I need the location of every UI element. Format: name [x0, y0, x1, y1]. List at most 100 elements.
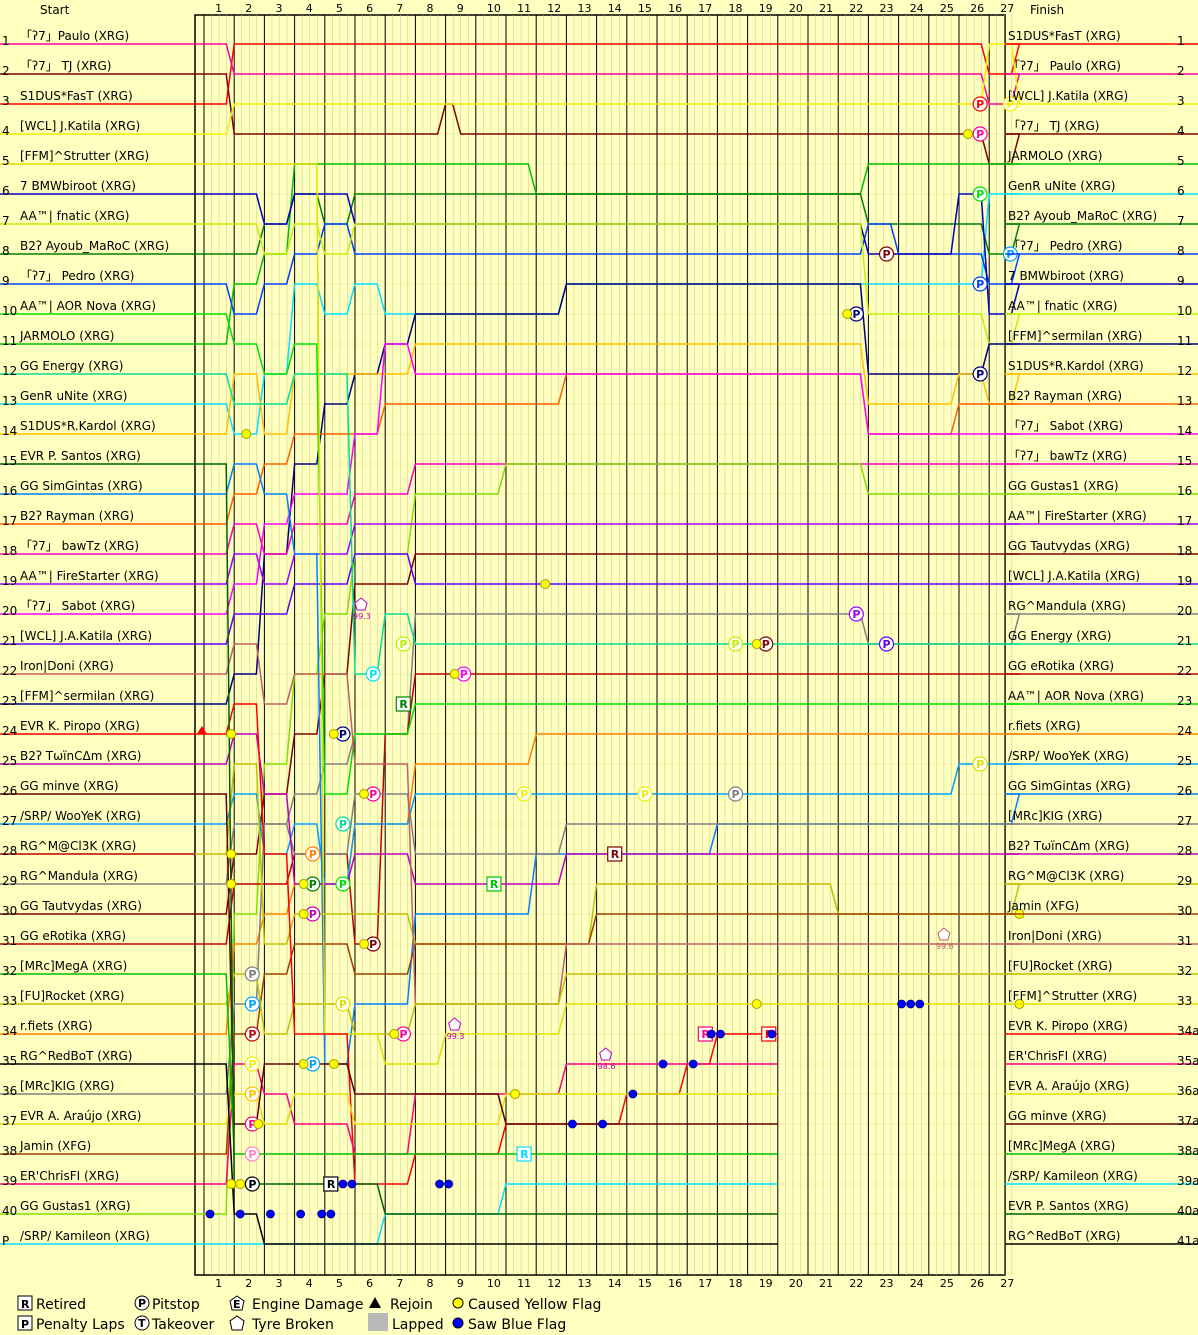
lap-label-top: 23 [880, 2, 894, 15]
yellow-flag-dot [510, 1089, 521, 1099]
yellow-flag-dot [359, 789, 370, 799]
start-position: 37 [2, 1114, 17, 1128]
driver-trace [195, 223, 1021, 315]
start-driver-name: ER'ChrisFI (XRG) [20, 1169, 119, 1183]
lap-label-bottom: 12 [547, 1277, 561, 1290]
start-driver-name: GG minve (XRG) [20, 779, 119, 793]
legend-engine-damage: E Engine Damage [229, 1295, 364, 1313]
start-position: 1 [2, 34, 10, 48]
start-position: 19 [2, 574, 17, 588]
pitstop-letter: P [248, 968, 256, 981]
finish-position: 11 [1177, 334, 1192, 348]
legend-yellow-flag: Caused Yellow Flag [452, 1297, 601, 1313]
blue-flag-dot [235, 1209, 245, 1219]
start-position: 2 [2, 64, 10, 78]
finish-position: 23 [1177, 694, 1192, 708]
svg-text:E: E [233, 1298, 241, 1311]
finish-position: 16 [1177, 484, 1192, 498]
pitstop-letter: P [309, 1058, 317, 1071]
retired-letter: R [490, 878, 499, 891]
svg-text:Caused Yellow Flag: Caused Yellow Flag [468, 1297, 601, 1313]
lap-label-bottom: 25 [940, 1277, 954, 1290]
finish-driver-name: AA™| FireStarter (XRG) [1008, 509, 1147, 523]
pitstop-letter: P [248, 1028, 256, 1041]
yellow-flag-dot [449, 669, 460, 679]
svg-text:Engine Damage: Engine Damage [252, 1297, 364, 1313]
svg-text:P: P [21, 1318, 29, 1331]
finish-position: 3 [1177, 94, 1185, 108]
pitstop-letter: P [460, 668, 468, 681]
lap-label-bottom: 24 [910, 1277, 924, 1290]
finish-driver-name: RG^M@Cl3K (XRG) [1008, 869, 1124, 883]
svg-text:Pitstop: Pitstop [152, 1297, 200, 1313]
finish-position: 37a [1177, 1114, 1198, 1128]
driver-trace [195, 1063, 778, 1185]
svg-text:Takeover: Takeover [151, 1317, 214, 1333]
retired-marker [486, 876, 502, 892]
start-position: 17 [2, 514, 17, 528]
lap-label-bottom: 16 [668, 1277, 682, 1290]
finish-position: 12 [1177, 364, 1192, 378]
pitstop-letter: P [339, 878, 347, 891]
start-position: 27 [2, 814, 17, 828]
start-driver-name: 「ʔ7」 bawTz (XRG) [20, 539, 139, 553]
start-position: 10 [2, 304, 17, 318]
pitstop-letter: P [248, 1088, 256, 1101]
start-position: 38 [2, 1144, 17, 1158]
lap-label-top: 15 [638, 2, 652, 15]
pitstop-letter: P [309, 848, 317, 861]
finish-driver-name: RG^RedBoT (XRG) [1008, 1229, 1120, 1243]
finish-driver-name: r.fiets (XRG) [1008, 719, 1081, 733]
start-driver-name: S1DUS*R.Kardol (XRG) [20, 419, 156, 433]
finish-position: 32 [1177, 964, 1192, 978]
pitstop-letter: P [732, 788, 740, 801]
lap-label-bottom: 20 [789, 1277, 803, 1290]
start-position: 6 [2, 184, 10, 198]
lap-label-bottom: 9 [457, 1277, 464, 1290]
pitstop-marker [335, 876, 351, 892]
finish-driver-name: GG Energy (XRG) [1008, 629, 1111, 643]
start-position: 34 [2, 1024, 17, 1038]
pitstop-letter: P [762, 638, 770, 651]
start-driver-name: [FU]Rocket (XRG) [20, 989, 124, 1003]
lap-label-top: 27 [1000, 2, 1014, 15]
driver-trace [195, 223, 1021, 345]
retired-marker [516, 1146, 532, 1162]
pitstop-letter: P [399, 1028, 407, 1041]
finish-position: 19 [1177, 574, 1192, 588]
blue-flag-dot [435, 1179, 444, 1189]
lap-label-bottom: 1 [215, 1277, 222, 1290]
start-driver-name: 「ʔ7」 TJ (XRG) [20, 59, 111, 73]
pitstop-marker [972, 96, 988, 112]
lap-label-top: 12 [547, 2, 561, 15]
blue-flag-dot [628, 1089, 638, 1099]
finish-position: 39a [1177, 1174, 1198, 1188]
blue-flag-dot [205, 1209, 215, 1219]
driver-trace [195, 913, 1020, 1155]
driver-trace [195, 343, 1021, 435]
retired-letter: R [520, 1148, 529, 1161]
start-driver-name: GenR uNite (XRG) [20, 389, 127, 403]
driver-traces [195, 43, 1021, 1245]
finish-driver-name: AA™| AOR Nova (XRG) [1008, 689, 1144, 703]
yellow-flag-dot [328, 1059, 339, 1069]
pitstop-letter: P [369, 668, 377, 681]
finish-position: 36a [1177, 1084, 1198, 1098]
finish-driver-name: EVR P. Santos (XRG) [1008, 1199, 1129, 1213]
lap-label-bottom: 8 [427, 1277, 434, 1290]
lap-label-top: 7 [396, 2, 403, 15]
start-position: 29 [2, 874, 17, 888]
finish-driver-name: S1DUS*R.Kardol (XRG) [1008, 359, 1144, 373]
legend-pitstop: P Pitstop [134, 1295, 200, 1313]
start-driver-name: B2ʔ TωïnCΔm (XRG) [20, 749, 141, 763]
blue-flag-dot [326, 1209, 336, 1219]
lap-label-bottom: 14 [608, 1277, 622, 1290]
pitstop-letter: P [976, 188, 984, 201]
finish-position: 7 [1177, 214, 1185, 228]
lap-label-bottom: 4 [306, 1277, 313, 1290]
pitstop-letter: P [399, 638, 407, 651]
driver-trace [195, 523, 1020, 585]
finish-driver-name: 「ʔ7」 Paulo (XRG) [1008, 59, 1121, 73]
svg-text:T: T [138, 1317, 146, 1330]
pitstop-marker [244, 1176, 260, 1192]
